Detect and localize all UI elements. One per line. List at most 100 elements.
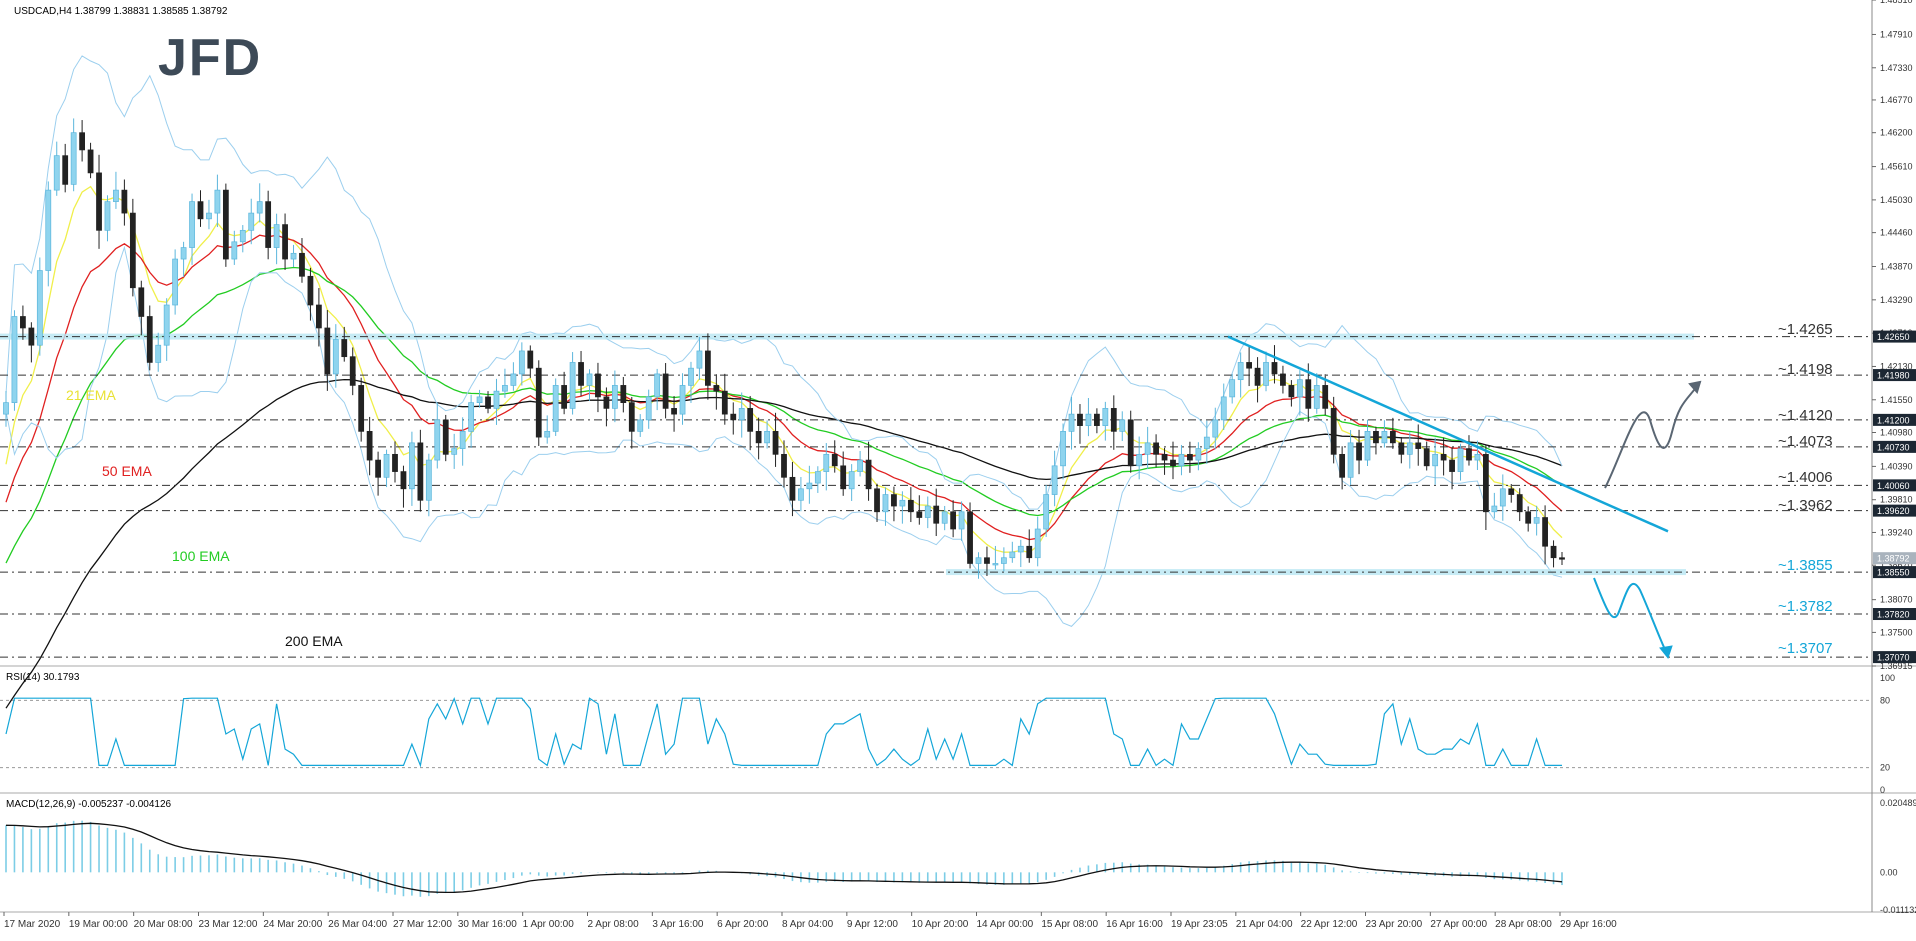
y-tick-label: 1.40390: [1880, 461, 1913, 471]
candle: [1280, 365, 1286, 394]
candle: [45, 181, 52, 287]
candle: [958, 501, 965, 541]
candle: [1144, 426, 1151, 470]
arrow-head-down: [1659, 645, 1673, 660]
candle: [1229, 373, 1236, 404]
y-tick-label: 1.38070: [1880, 595, 1913, 605]
ema200-line: [5, 378, 1563, 709]
candle: [53, 141, 60, 196]
svg-text:1.40730: 1.40730: [1877, 442, 1910, 452]
candle: [383, 449, 390, 488]
candle: [578, 350, 584, 396]
candle: [1432, 437, 1439, 485]
candle: [1499, 474, 1506, 521]
candle: [392, 441, 398, 483]
arrow-head-up: [1688, 380, 1702, 395]
level-annotation-1-3707: ~1.3707: [1778, 640, 1833, 657]
candle: [535, 360, 542, 446]
candle: [823, 443, 830, 491]
svg-text:1.38792: 1.38792: [1877, 554, 1910, 564]
candle: [967, 502, 973, 569]
candle: [265, 190, 272, 260]
candle: [992, 545, 999, 570]
y-tick-label: 1.40980: [1880, 428, 1913, 438]
candle: [79, 120, 85, 162]
jfd-logo: JFD: [158, 29, 262, 87]
candle: [527, 345, 534, 378]
y-tick-label: 1.48510: [1880, 0, 1913, 5]
x-tick-label: 14 Apr 00:00: [977, 919, 1034, 930]
candle: [400, 465, 407, 508]
candle: [679, 373, 686, 425]
candle: [129, 198, 136, 297]
ema21-line: [5, 185, 1563, 554]
candle: [28, 322, 35, 363]
candle: [831, 440, 838, 473]
candle: [1187, 441, 1193, 473]
candle: [907, 487, 914, 523]
svg-text:1.41980: 1.41980: [1877, 371, 1910, 381]
y-tick-label: 1.37500: [1880, 627, 1913, 637]
candle: [1119, 411, 1126, 442]
x-tick-label: 17 Mar 2020: [4, 919, 61, 930]
candle: [713, 374, 720, 410]
candle: [1178, 444, 1185, 476]
ema200-label: 200 EMA: [285, 633, 343, 649]
candle: [502, 368, 508, 398]
y-tick-label: 1.43290: [1880, 295, 1913, 305]
candle: [840, 451, 847, 496]
price-marker: 1.38550: [1873, 566, 1916, 579]
candle: [451, 433, 458, 469]
candle: [1060, 423, 1066, 480]
candle: [941, 505, 948, 531]
candle: [696, 336, 703, 380]
bullish-scenario-arrow: [1604, 381, 1701, 489]
candle: [1136, 436, 1143, 480]
candle: [1263, 351, 1269, 392]
candle: [891, 486, 897, 522]
x-tick-label: 19 Apr 23:05: [1171, 919, 1228, 930]
candle: [299, 238, 305, 283]
y-tick-label: 1.39810: [1880, 495, 1913, 505]
x-tick-label: 27 Apr 00:00: [1430, 919, 1487, 930]
svg-text:1.39620: 1.39620: [1877, 506, 1910, 516]
macd-tick-label: 0.00: [1880, 867, 1898, 877]
candle: [206, 199, 212, 230]
candle: [984, 546, 990, 577]
rsi-tick-label: 100: [1880, 673, 1895, 683]
candle: [975, 552, 982, 579]
candle: [781, 440, 787, 488]
candle: [11, 310, 18, 411]
x-tick-label: 2 Apr 08:00: [588, 919, 640, 930]
candle: [3, 391, 9, 427]
x-tick-label: 19 Mar 00:00: [69, 919, 128, 930]
rsi-line: [5, 697, 1562, 768]
y-tick-label: 1.47330: [1880, 63, 1913, 73]
candle: [620, 376, 627, 413]
x-tick-label: 28 Apr 08:00: [1495, 919, 1552, 930]
x-tick-label: 20 Mar 08:00: [134, 919, 193, 930]
candle: [163, 298, 170, 361]
x-tick-label: 30 Mar 16:00: [458, 919, 517, 930]
svg-text:1.37070: 1.37070: [1877, 653, 1910, 663]
candle: [1356, 429, 1362, 475]
candle: [409, 431, 415, 506]
candle: [332, 324, 339, 388]
candle: [1000, 547, 1007, 572]
candle: [493, 378, 500, 425]
y-tick-label: 1.44460: [1880, 228, 1913, 238]
candle: [603, 387, 610, 427]
x-tick-label: 1 Apr 00:00: [523, 919, 575, 930]
candle: [468, 394, 474, 448]
candle: [1026, 529, 1033, 563]
candle: [1110, 395, 1117, 450]
candle: [654, 368, 661, 411]
candle: [814, 466, 821, 493]
y-tick-label: 1.46770: [1880, 95, 1913, 105]
candle: [417, 429, 424, 512]
candle: [738, 392, 745, 438]
candle: [916, 495, 923, 525]
x-tick-label: 26 Mar 04:00: [328, 919, 387, 930]
